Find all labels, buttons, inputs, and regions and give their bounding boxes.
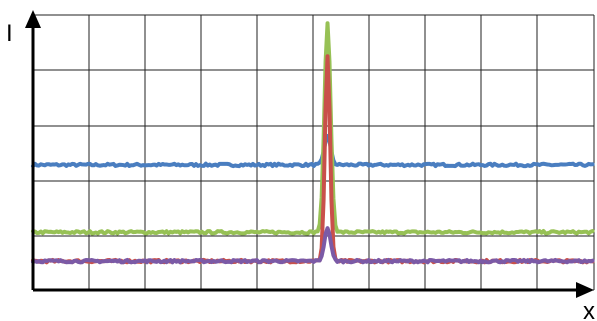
y-axis-label: I [6,20,13,47]
chart-series-layer [31,21,595,265]
x-axis-arrowhead [576,282,594,298]
y-axis-arrowhead [25,10,41,28]
series-line-2 [31,21,595,236]
chart-axes [25,10,594,298]
chart-grid [32,14,595,291]
x-axis-label: x [583,298,595,321]
series-line-1 [31,134,595,169]
series-line-4 [31,226,595,265]
